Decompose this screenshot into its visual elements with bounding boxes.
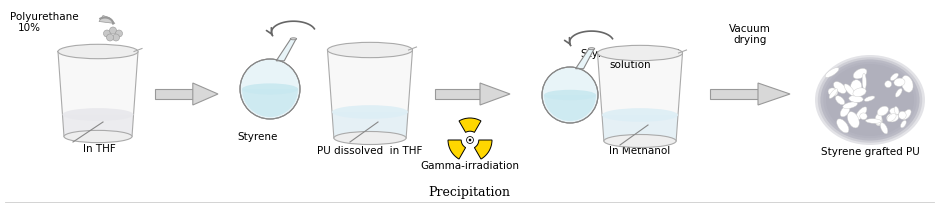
- Ellipse shape: [902, 109, 911, 120]
- Ellipse shape: [825, 68, 839, 77]
- Ellipse shape: [890, 73, 899, 81]
- Text: solution: solution: [609, 60, 651, 70]
- Ellipse shape: [824, 62, 916, 138]
- Ellipse shape: [849, 95, 863, 102]
- Wedge shape: [474, 140, 492, 159]
- Ellipse shape: [826, 64, 914, 136]
- Ellipse shape: [896, 88, 902, 97]
- Ellipse shape: [837, 119, 849, 133]
- Polygon shape: [576, 49, 594, 69]
- Polygon shape: [63, 114, 133, 137]
- Ellipse shape: [851, 80, 862, 93]
- Ellipse shape: [860, 113, 868, 120]
- Ellipse shape: [875, 113, 882, 125]
- Ellipse shape: [862, 73, 867, 89]
- Ellipse shape: [853, 88, 866, 97]
- Ellipse shape: [847, 112, 859, 128]
- Polygon shape: [602, 115, 678, 141]
- Ellipse shape: [467, 137, 473, 143]
- Ellipse shape: [901, 75, 913, 92]
- Ellipse shape: [877, 106, 888, 116]
- Ellipse shape: [542, 67, 598, 123]
- Text: Precipitation: Precipitation: [428, 186, 511, 199]
- Ellipse shape: [115, 30, 122, 37]
- Text: Styrene grafted PU: Styrene grafted PU: [821, 147, 919, 157]
- Ellipse shape: [103, 30, 111, 37]
- Ellipse shape: [864, 96, 875, 101]
- Bar: [710, 89, 758, 99]
- Ellipse shape: [899, 111, 906, 119]
- Ellipse shape: [836, 96, 845, 105]
- Polygon shape: [276, 39, 296, 61]
- Text: Polyurethane: Polyurethane: [10, 12, 79, 22]
- Ellipse shape: [901, 120, 906, 128]
- Ellipse shape: [64, 130, 132, 143]
- Ellipse shape: [886, 113, 899, 122]
- Ellipse shape: [821, 60, 919, 141]
- Polygon shape: [758, 83, 790, 105]
- Ellipse shape: [829, 89, 838, 98]
- Ellipse shape: [334, 131, 407, 145]
- Ellipse shape: [854, 68, 867, 79]
- Ellipse shape: [828, 88, 838, 96]
- Ellipse shape: [887, 114, 896, 122]
- Text: drying: drying: [733, 35, 766, 45]
- Ellipse shape: [843, 102, 857, 109]
- Polygon shape: [192, 83, 218, 105]
- Bar: [155, 89, 192, 99]
- Ellipse shape: [894, 78, 905, 86]
- Wedge shape: [459, 118, 481, 132]
- Ellipse shape: [113, 34, 119, 41]
- Ellipse shape: [240, 59, 300, 119]
- Polygon shape: [480, 83, 510, 105]
- Polygon shape: [328, 50, 412, 138]
- Ellipse shape: [332, 105, 408, 119]
- Wedge shape: [448, 140, 466, 159]
- Ellipse shape: [890, 108, 900, 115]
- Text: Vacuum: Vacuum: [729, 24, 771, 34]
- Text: 10%: 10%: [18, 23, 41, 33]
- Text: Styrene grafted PU: Styrene grafted PU: [580, 49, 680, 59]
- Text: In Methanol: In Methanol: [609, 146, 670, 156]
- Ellipse shape: [469, 139, 471, 141]
- Ellipse shape: [110, 27, 116, 34]
- Ellipse shape: [881, 123, 887, 134]
- Polygon shape: [99, 15, 115, 24]
- Ellipse shape: [821, 60, 919, 141]
- Ellipse shape: [589, 48, 594, 50]
- Ellipse shape: [328, 42, 412, 58]
- Ellipse shape: [834, 82, 846, 93]
- Polygon shape: [332, 112, 408, 138]
- Text: PU dissolved  in THF: PU dissolved in THF: [317, 146, 423, 156]
- Ellipse shape: [544, 90, 596, 100]
- Ellipse shape: [885, 81, 891, 88]
- Ellipse shape: [290, 38, 297, 40]
- Ellipse shape: [875, 116, 883, 126]
- Polygon shape: [58, 52, 138, 137]
- Ellipse shape: [604, 134, 676, 148]
- Ellipse shape: [242, 83, 298, 95]
- Ellipse shape: [840, 106, 850, 117]
- Wedge shape: [242, 89, 298, 117]
- Wedge shape: [544, 95, 596, 121]
- Polygon shape: [597, 53, 683, 141]
- Ellipse shape: [818, 57, 922, 143]
- Ellipse shape: [63, 108, 133, 121]
- Ellipse shape: [602, 108, 678, 122]
- Text: Styrene: Styrene: [238, 132, 278, 142]
- Ellipse shape: [894, 106, 899, 114]
- Ellipse shape: [815, 55, 925, 145]
- Ellipse shape: [597, 45, 683, 61]
- Ellipse shape: [106, 34, 114, 41]
- Text: In THF: In THF: [83, 144, 115, 154]
- Ellipse shape: [58, 44, 138, 59]
- Ellipse shape: [466, 136, 474, 144]
- Bar: [435, 89, 480, 99]
- Text: Gamma-irradiation: Gamma-irradiation: [421, 161, 519, 171]
- Ellipse shape: [855, 107, 867, 120]
- Ellipse shape: [844, 84, 855, 96]
- Ellipse shape: [866, 119, 881, 123]
